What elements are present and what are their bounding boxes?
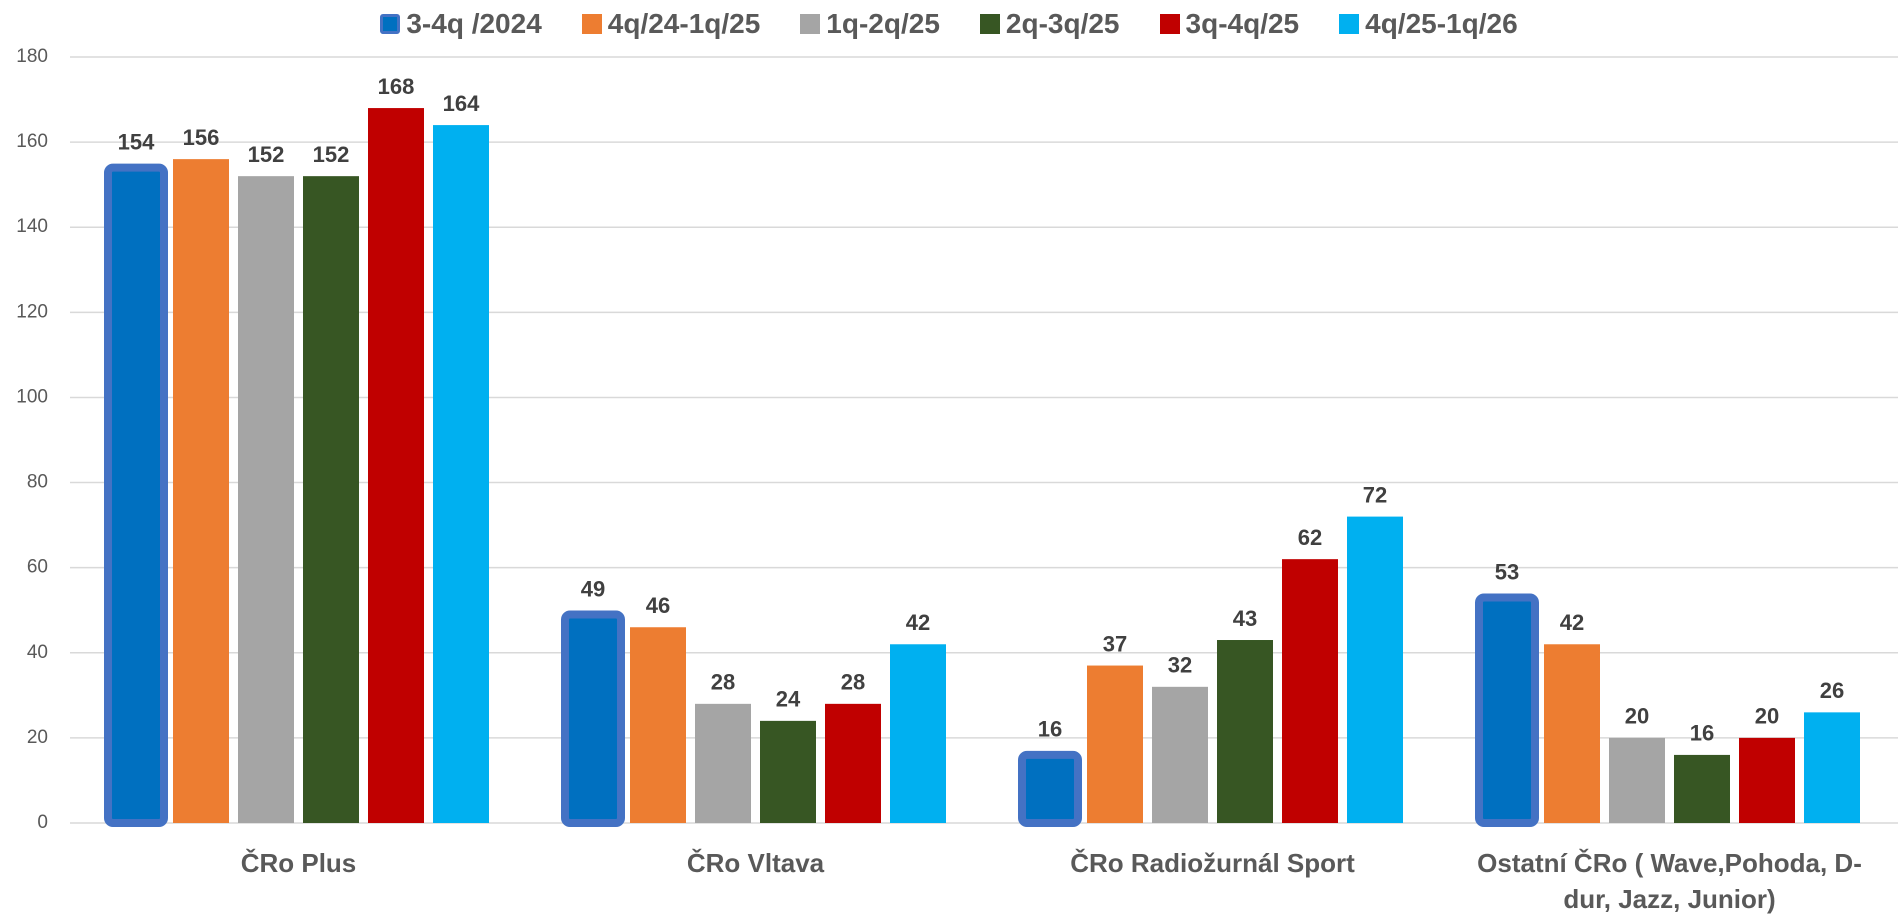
value-label: 37: [1103, 631, 1127, 656]
y-tick-label: 140: [16, 216, 48, 237]
bar: [1217, 640, 1273, 823]
bar: [1609, 737, 1665, 823]
value-label: 156: [183, 125, 220, 150]
legend-swatch: [979, 14, 1000, 34]
value-label: 42: [1560, 610, 1584, 635]
value-label: 32: [1168, 653, 1192, 678]
x-tick-label: ČRo Radiožurnál Sport: [1070, 848, 1355, 878]
bar: [1544, 644, 1600, 823]
legend-label: 4q/25-1q/26: [1365, 8, 1518, 39]
value-label: 43: [1233, 606, 1257, 631]
value-label: 62: [1298, 525, 1322, 550]
y-tick-label: 40: [27, 642, 48, 663]
legend-label: 4q/24-1q/25: [607, 8, 761, 39]
value-label: 20: [1755, 704, 1779, 729]
bar: [1475, 593, 1539, 828]
legend-item: 2q-3q/25: [979, 8, 1120, 40]
legend-item: 3q-4q/25: [1159, 8, 1300, 40]
bar: [303, 176, 359, 824]
value-label: 42: [906, 610, 930, 635]
value-label: 16: [1038, 717, 1062, 742]
value-label: 26: [1820, 678, 1844, 703]
bar: [630, 627, 686, 823]
x-tick-label: ČRo Vltava: [686, 848, 825, 878]
legend-swatch: [800, 14, 821, 34]
bar: [1152, 686, 1208, 823]
value-label: 164: [443, 91, 480, 116]
bar: [561, 610, 625, 827]
bar: [1674, 754, 1730, 823]
bar: [238, 176, 294, 824]
bar: [1018, 750, 1082, 828]
value-label: 53: [1495, 559, 1519, 584]
value-label: 28: [841, 670, 865, 695]
legend-swatch: [1159, 14, 1180, 34]
value-label: 152: [248, 142, 285, 167]
legend-label: 1q-2q/25: [826, 8, 940, 39]
y-tick-label: 180: [16, 46, 48, 67]
bar: [1347, 516, 1403, 823]
legend-item: 4q/24-1q/25: [581, 8, 761, 40]
bar: [1087, 665, 1143, 823]
value-label: 49: [581, 576, 605, 601]
bar: [104, 163, 168, 827]
x-tick-label: Ostatní ČRo ( Wave,Pohoda, D-dur, Jazz, …: [1477, 848, 1862, 914]
y-tick-label: 80: [27, 472, 48, 493]
legend-swatch: [1339, 14, 1360, 34]
bar: [695, 703, 751, 823]
bar: [368, 108, 424, 824]
bar: [1739, 737, 1795, 823]
value-label: 46: [646, 593, 670, 618]
value-label: 168: [378, 74, 415, 99]
value-label: 152: [313, 142, 350, 167]
y-tick-label: 20: [27, 727, 48, 748]
bar: [433, 125, 489, 824]
value-label: 154: [118, 129, 155, 154]
legend: 3-4q /2024 4q/24-1q/25 1q-2q/25 2q-3q/25 3q-…: [0, 8, 1898, 40]
value-label: 28: [711, 670, 735, 695]
legend-swatch: [380, 14, 401, 34]
bar: [1282, 559, 1338, 823]
legend-label: 3-4q /2024: [406, 8, 542, 39]
legend-item: 3-4q /2024: [380, 8, 542, 40]
bar: [825, 703, 881, 823]
x-tick-label: ČRo Plus: [240, 848, 357, 878]
bar: [890, 644, 946, 823]
legend-item: 4q/25-1q/26: [1339, 8, 1518, 40]
value-label: 24: [776, 687, 801, 712]
y-tick-label: 160: [16, 131, 48, 152]
legend-item: 1q-2q/25: [800, 8, 940, 40]
y-tick-label: 0: [37, 812, 48, 833]
value-label: 20: [1625, 704, 1649, 729]
bar: [1804, 712, 1860, 823]
y-tick-label: 100: [16, 386, 48, 407]
y-tick-label: 60: [27, 557, 48, 578]
value-label: 16: [1690, 721, 1714, 746]
bar: [173, 159, 229, 824]
legend-label: 3q-4q/25: [1185, 8, 1300, 39]
legend-swatch: [581, 14, 602, 34]
y-tick-label: 120: [16, 301, 48, 322]
bar: [760, 720, 816, 823]
value-label: 72: [1363, 482, 1387, 507]
legend-label: 2q-3q/25: [1005, 8, 1120, 39]
